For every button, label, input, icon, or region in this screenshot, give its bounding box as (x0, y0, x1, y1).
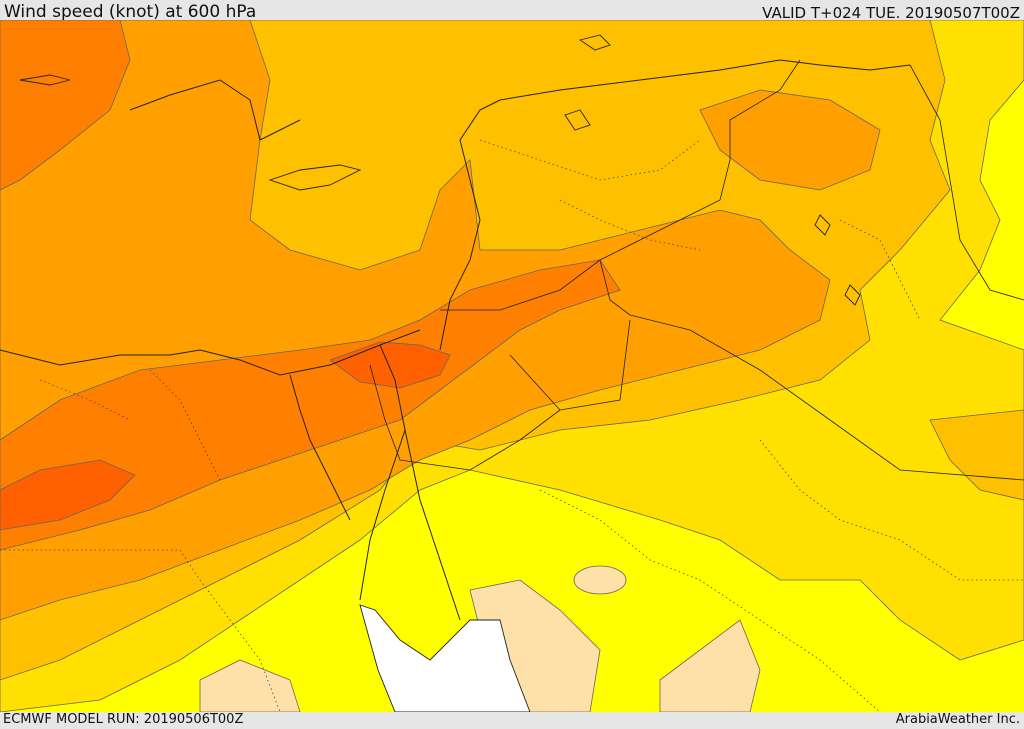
field-gold-east (929, 409, 1024, 501)
field-lightest-se (659, 619, 761, 712)
wind-speed-map[interactable] (0, 20, 1024, 712)
field-lightest-sw (199, 659, 301, 712)
field-lightest-blob (573, 565, 627, 595)
map-canvas (0, 20, 1024, 712)
chart-title: Wind speed (knot) at 600 hPa (4, 2, 257, 22)
field-red-orange (0, 459, 136, 531)
country-borders (369, 59, 1024, 481)
coastlines (0, 59, 911, 621)
field-dark-orange (0, 20, 131, 191)
model-run-label: ECMWF MODEL RUN: 20190506T00Z (3, 712, 244, 727)
credit-label: ArabiaWeather Inc. (895, 712, 1020, 727)
footer-bar: ECMWF MODEL RUN: 20190506T00Z ArabiaWeat… (0, 712, 1024, 729)
islands (19, 34, 861, 306)
field-dark-orange-jet (0, 259, 621, 551)
admin-borders (0, 139, 1024, 712)
field-orange-ne (699, 89, 881, 191)
header-bar: Wind speed (knot) at 600 hPa VALID T+024… (0, 0, 1024, 22)
valid-time-label: VALID T+024 TUE. 20190507T00Z (762, 4, 1020, 22)
red-sea-gap (359, 604, 531, 712)
